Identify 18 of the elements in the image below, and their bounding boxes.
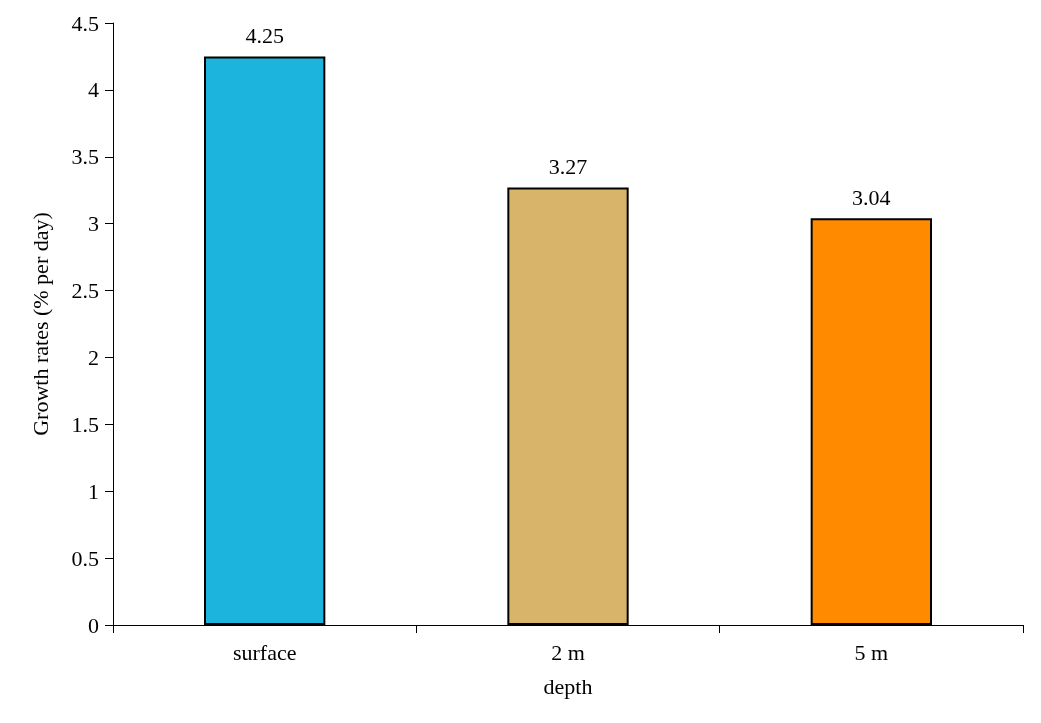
x-tick-label: 2 m bbox=[551, 639, 585, 665]
y-tick-label: 4 bbox=[88, 77, 99, 103]
y-tick-label: 0.5 bbox=[71, 545, 99, 571]
y-tick-label: 2.5 bbox=[71, 278, 99, 304]
x-tick-label: surface bbox=[232, 639, 297, 665]
y-tick-label: 1.5 bbox=[71, 411, 99, 437]
y-axis-title: Growth rates (% per day) bbox=[27, 212, 53, 436]
y-tick-label: 0 bbox=[88, 612, 99, 638]
x-axis-title: depth bbox=[543, 673, 593, 699]
y-tick-label: 3.5 bbox=[71, 144, 99, 170]
x-tick-label: 5 m bbox=[854, 639, 889, 665]
y-tick-label: 3 bbox=[88, 211, 99, 237]
y-tick-label: 1 bbox=[88, 478, 99, 504]
y-tick-label: 4.5 bbox=[71, 10, 99, 36]
data-label: 3.04 bbox=[852, 184, 891, 210]
data-label: 3.27 bbox=[548, 154, 588, 180]
y-tick-label: 2 bbox=[88, 344, 99, 370]
data-label: 4.25 bbox=[245, 22, 284, 48]
